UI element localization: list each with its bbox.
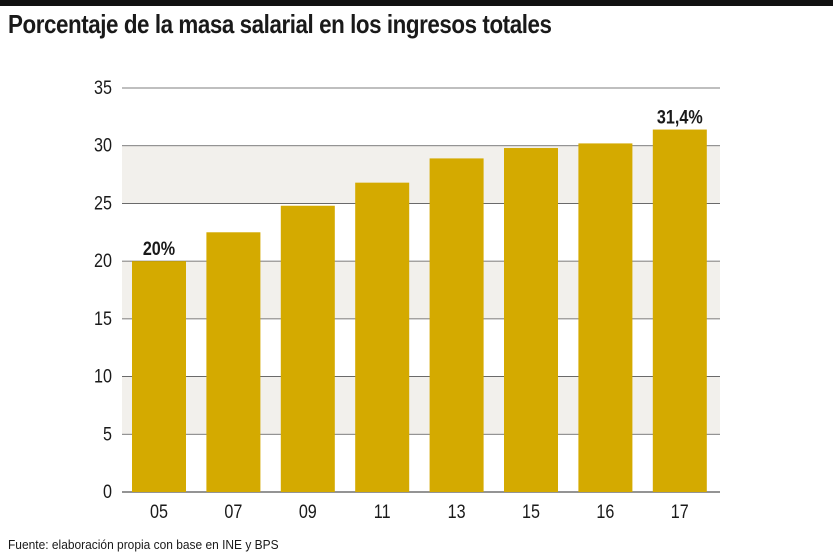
bar-15: [504, 148, 558, 492]
x-tick-label: 11: [374, 501, 391, 523]
bars: [132, 129, 707, 493]
y-axis-ticks: 0 5 10 15 20 25 30 35: [94, 77, 112, 503]
data-label: 20%: [143, 238, 176, 260]
x-tick-label: 07: [224, 501, 242, 523]
y-tick-label: 15: [94, 308, 112, 330]
data-label: 31,4%: [657, 106, 703, 128]
x-axis-ticks: 05 07 09 11 13 15 16 17: [150, 501, 689, 523]
bar-13: [429, 158, 484, 492]
x-tick-label: 16: [596, 501, 614, 523]
y-tick-label: 0: [103, 481, 112, 503]
bar-05: [132, 261, 186, 492]
bar-17: [652, 129, 707, 492]
bar-07: [206, 232, 261, 493]
bar-16: [578, 143, 633, 493]
x-tick-label: 17: [671, 501, 689, 523]
x-tick-label: 13: [448, 501, 466, 523]
y-tick-label: 20: [94, 250, 112, 272]
y-tick-label: 25: [94, 192, 112, 214]
y-tick-label: 30: [94, 134, 112, 156]
y-tick-label: 10: [94, 365, 112, 387]
chart-title: Porcentaje de la masa salarial en los in…: [8, 9, 552, 39]
bar-11: [355, 182, 410, 492]
x-tick-label: 09: [299, 501, 317, 523]
top-rule: [0, 0, 833, 6]
y-tick-label: 5: [103, 423, 112, 445]
x-tick-label: 05: [150, 501, 168, 523]
y-tick-label: 35: [94, 77, 112, 99]
data-labels: 20% 31,4%: [143, 106, 703, 259]
source-note: Fuente: elaboración propia con base en I…: [8, 537, 279, 552]
bar-09: [280, 205, 335, 493]
x-tick-label: 15: [522, 501, 540, 523]
